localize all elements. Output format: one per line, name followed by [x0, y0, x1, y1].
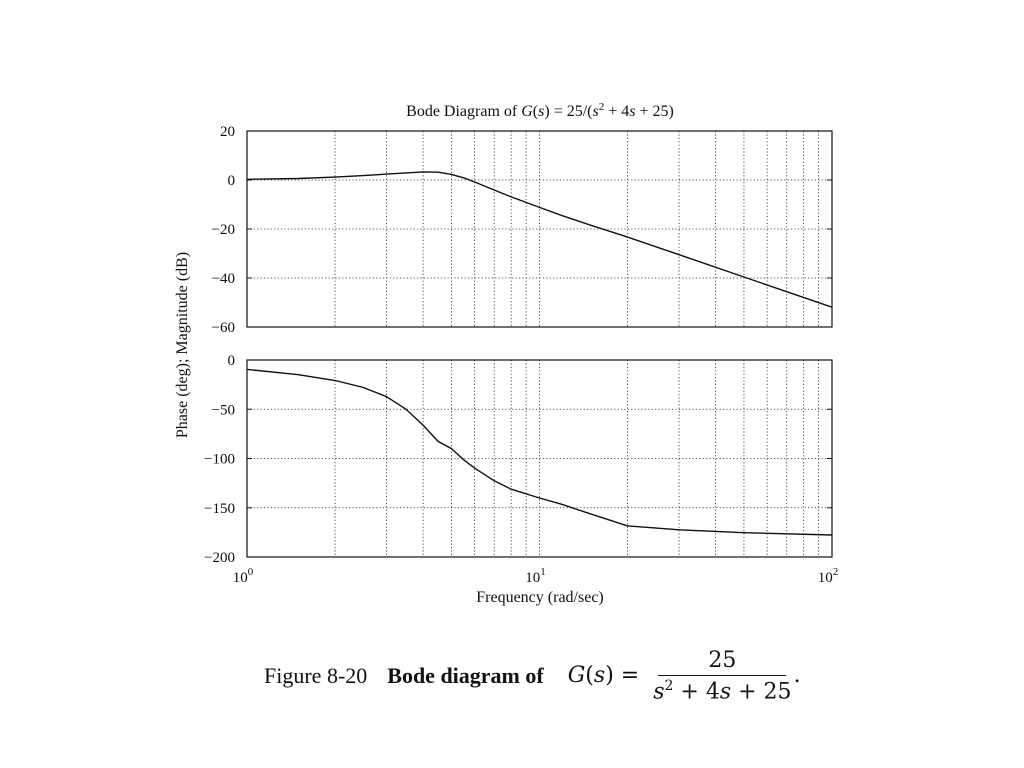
- magnitude-panel: 20 0 −20 −40 −60: [212, 124, 833, 336]
- magnitude-plot-frame: [246, 130, 833, 328]
- magnitude-y-tick-label: −20: [212, 222, 235, 238]
- phase-y-tick-label: −150: [204, 501, 235, 517]
- phase-y-tick-label: −50: [212, 402, 235, 418]
- formula-period: .: [793, 663, 801, 689]
- frequency-x-axis: 100 101 102: [233, 566, 839, 586]
- x-tick-label: 100: [233, 566, 254, 586]
- transfer-function-formula: G(s) = 25 s2 + 4s + 25 .: [568, 648, 801, 704]
- chart-title: Bode Diagram of G(s) = 25/(s2 + 4s + 25): [406, 101, 674, 120]
- magnitude-y-tick-label: −40: [212, 271, 235, 287]
- magnitude-curve: [246, 171, 833, 308]
- x-tick-label: 101: [525, 566, 546, 586]
- phase-y-tick-label: −200: [204, 550, 235, 566]
- figure-number: Figure 8-20: [264, 663, 368, 688]
- bode-diagram-chart: Bode Diagram of G(s) = 25/(s2 + 4s + 25)…: [174, 101, 839, 606]
- x-axis-label: Frequency (rad/sec): [476, 589, 604, 606]
- magnitude-y-tick-label: −60: [212, 320, 235, 336]
- phase-y-tick-label: 0: [228, 353, 236, 369]
- phase-panel: 0 −50 −100 −150 −200: [204, 353, 833, 566]
- formula-fraction: 25 s2 + 4s + 25: [653, 648, 791, 704]
- figure-caption: Figure 8-20 Bode diagram of G(s) = 25 s2…: [264, 646, 801, 706]
- formula-numerator: 25: [658, 648, 787, 676]
- formula-denominator: s2 + 4s + 25: [653, 677, 792, 705]
- phase-plot-frame: [246, 359, 833, 558]
- shared-y-axis-label: Phase (deg); Magnitude (dB): [174, 252, 191, 438]
- magnitude-y-tick-label: 20: [220, 124, 235, 140]
- x-tick-label: 102: [818, 566, 839, 586]
- phase-y-tick-label: −100: [204, 452, 235, 468]
- magnitude-y-tick-label: 0: [228, 173, 236, 189]
- phase-curve: [246, 368, 833, 536]
- figure-description: Bode diagram of: [387, 663, 544, 688]
- formula-lhs: G(s) =: [567, 663, 640, 689]
